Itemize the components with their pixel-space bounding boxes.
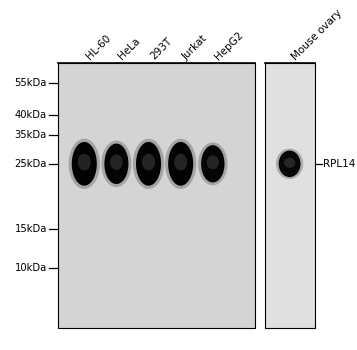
Text: Mouse ovary: Mouse ovary bbox=[290, 8, 343, 62]
Ellipse shape bbox=[174, 154, 187, 170]
Ellipse shape bbox=[279, 150, 301, 177]
Ellipse shape bbox=[104, 144, 129, 184]
Text: 293T: 293T bbox=[149, 36, 174, 62]
Ellipse shape bbox=[168, 142, 193, 186]
Ellipse shape bbox=[133, 139, 164, 189]
Text: HeLa: HeLa bbox=[116, 36, 142, 62]
Bar bbox=[265, 63, 315, 328]
Ellipse shape bbox=[110, 154, 123, 170]
Text: 40kDa: 40kDa bbox=[15, 110, 47, 120]
Ellipse shape bbox=[284, 158, 295, 168]
Ellipse shape bbox=[165, 139, 196, 189]
Text: Jurkat: Jurkat bbox=[181, 33, 209, 62]
Ellipse shape bbox=[201, 145, 225, 182]
Text: 35kDa: 35kDa bbox=[15, 130, 47, 140]
Ellipse shape bbox=[142, 154, 155, 170]
Ellipse shape bbox=[207, 155, 219, 169]
Text: HL-60: HL-60 bbox=[84, 33, 113, 62]
Text: 15kDa: 15kDa bbox=[15, 224, 47, 234]
Text: 55kDa: 55kDa bbox=[15, 78, 47, 88]
Ellipse shape bbox=[78, 154, 91, 170]
Ellipse shape bbox=[198, 142, 227, 185]
Bar bbox=[57, 63, 255, 328]
Ellipse shape bbox=[136, 142, 161, 186]
Ellipse shape bbox=[276, 148, 303, 179]
Text: RPL14: RPL14 bbox=[323, 159, 356, 169]
Text: 10kDa: 10kDa bbox=[15, 262, 47, 273]
Ellipse shape bbox=[72, 142, 97, 186]
Ellipse shape bbox=[101, 140, 131, 187]
Text: 25kDa: 25kDa bbox=[15, 159, 47, 169]
Text: HepG2: HepG2 bbox=[213, 29, 245, 62]
Ellipse shape bbox=[69, 139, 100, 189]
